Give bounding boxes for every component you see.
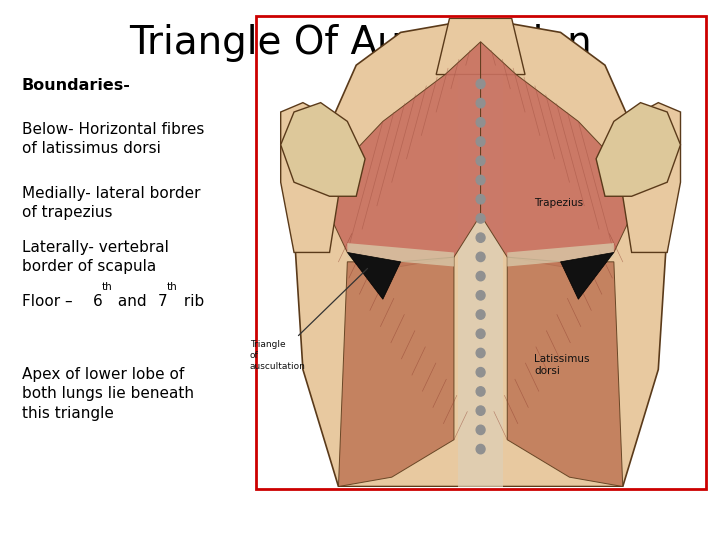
Circle shape bbox=[476, 98, 485, 108]
Text: 6: 6 bbox=[92, 294, 102, 309]
Polygon shape bbox=[330, 42, 481, 267]
Text: Boundaries-: Boundaries- bbox=[22, 78, 130, 93]
Text: Floor –: Floor – bbox=[22, 294, 77, 309]
Text: Latissimus
dorsi: Latissimus dorsi bbox=[534, 354, 590, 376]
Polygon shape bbox=[481, 42, 631, 267]
Polygon shape bbox=[561, 252, 614, 299]
Circle shape bbox=[476, 79, 485, 89]
Polygon shape bbox=[436, 18, 525, 75]
Text: Medially- lateral border
of trapezius: Medially- lateral border of trapezius bbox=[22, 186, 200, 220]
Text: rib: rib bbox=[179, 294, 204, 309]
Polygon shape bbox=[596, 103, 680, 196]
Bar bbox=[256, 16, 706, 489]
Circle shape bbox=[476, 118, 485, 127]
Polygon shape bbox=[294, 18, 667, 487]
Circle shape bbox=[476, 348, 485, 357]
Polygon shape bbox=[508, 243, 614, 267]
Circle shape bbox=[476, 176, 485, 185]
Text: Triangle Of Auscultation: Triangle Of Auscultation bbox=[129, 24, 591, 62]
Text: Laterally- vertebral
border of scapula: Laterally- vertebral border of scapula bbox=[22, 240, 168, 274]
Circle shape bbox=[476, 368, 485, 377]
Polygon shape bbox=[281, 103, 338, 252]
Circle shape bbox=[476, 291, 485, 300]
Polygon shape bbox=[347, 243, 454, 267]
Text: and: and bbox=[114, 294, 152, 309]
Circle shape bbox=[476, 137, 485, 146]
Circle shape bbox=[476, 194, 485, 204]
Circle shape bbox=[476, 425, 485, 435]
Text: Triangle
of
auscultation: Triangle of auscultation bbox=[250, 268, 367, 372]
Circle shape bbox=[476, 387, 485, 396]
Text: Trapezius: Trapezius bbox=[534, 198, 583, 208]
Polygon shape bbox=[281, 103, 365, 196]
Circle shape bbox=[476, 156, 485, 165]
Circle shape bbox=[476, 406, 485, 415]
Circle shape bbox=[476, 272, 485, 281]
Circle shape bbox=[476, 233, 485, 242]
Text: 7: 7 bbox=[158, 294, 167, 309]
Polygon shape bbox=[338, 257, 454, 487]
Text: Apex of lower lobe of
both lungs lie beneath
this triangle: Apex of lower lobe of both lungs lie ben… bbox=[22, 367, 194, 421]
Circle shape bbox=[476, 252, 485, 261]
Circle shape bbox=[476, 310, 485, 319]
Circle shape bbox=[476, 444, 485, 454]
Polygon shape bbox=[347, 252, 400, 299]
Polygon shape bbox=[623, 103, 680, 252]
Text: th: th bbox=[102, 282, 112, 293]
Circle shape bbox=[476, 329, 485, 339]
Text: Below- Horizontal fibres
of latissimus dorsi: Below- Horizontal fibres of latissimus d… bbox=[22, 122, 204, 156]
Text: th: th bbox=[166, 282, 177, 293]
Polygon shape bbox=[508, 257, 623, 487]
Polygon shape bbox=[459, 75, 503, 487]
Circle shape bbox=[476, 214, 485, 223]
